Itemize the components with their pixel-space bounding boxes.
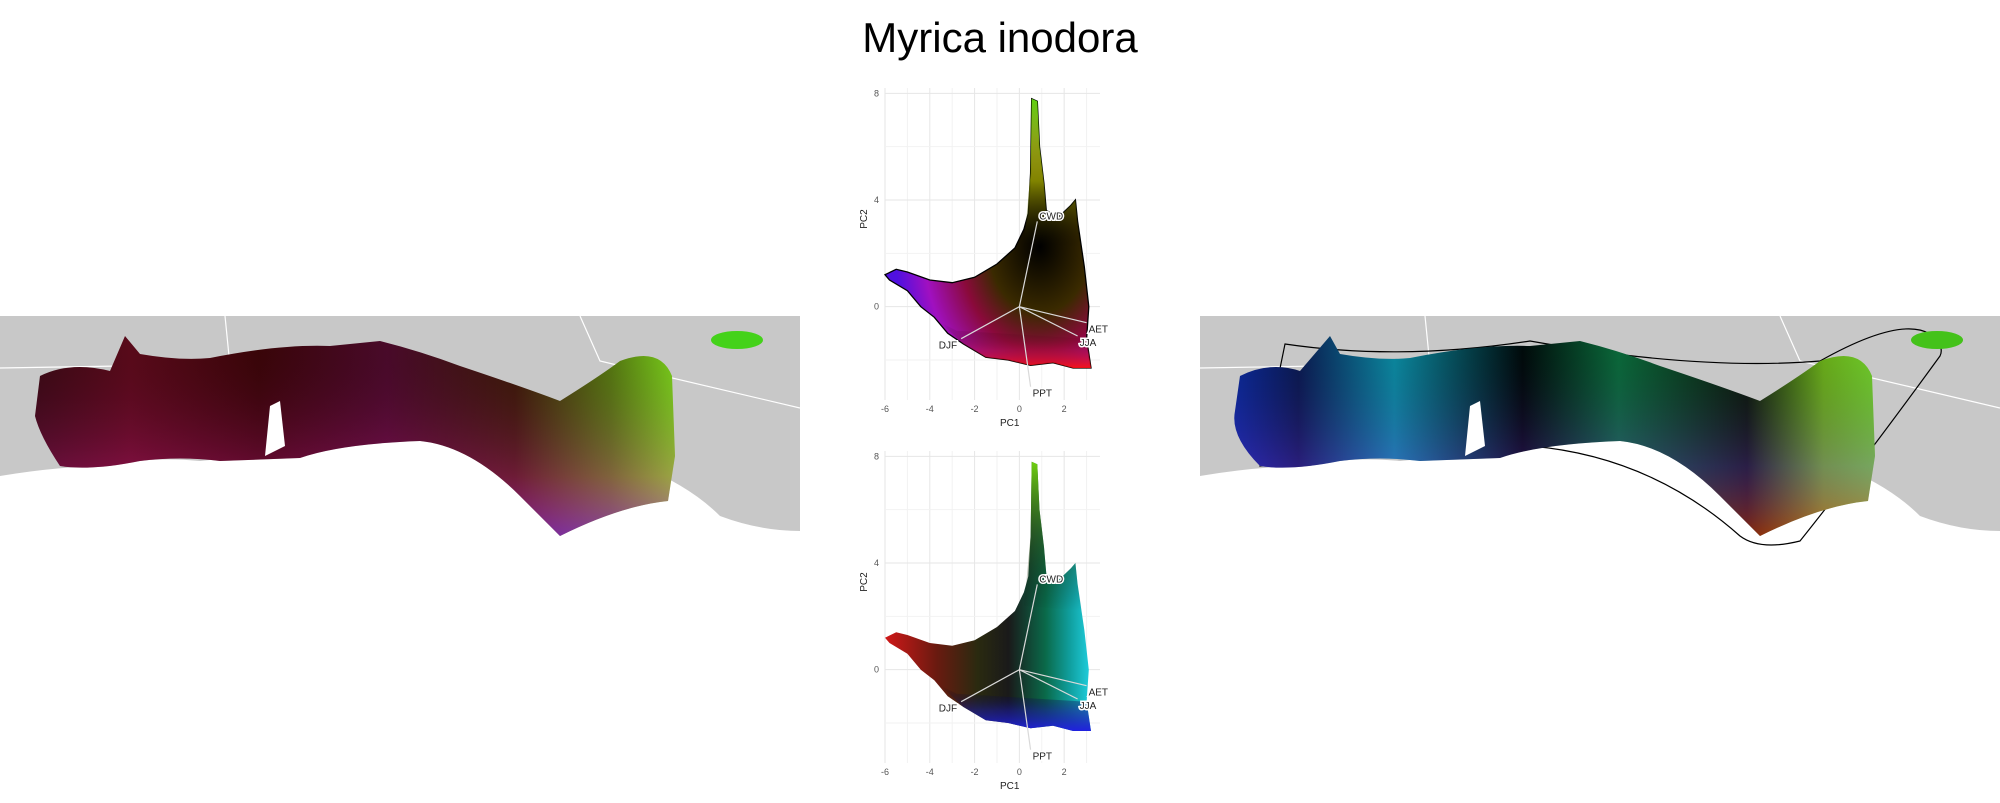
loading-vector-ppt bbox=[1018, 669, 1032, 750]
x-tick-label: -6 bbox=[881, 767, 889, 777]
loading-vector-djf bbox=[960, 669, 1020, 703]
pca-point-cloud-lower bbox=[941, 685, 1091, 731]
loading-vector-ppt bbox=[1018, 306, 1032, 387]
y-tick-label: 0 bbox=[874, 302, 879, 312]
vector-label-ppt: PPT bbox=[1033, 752, 1052, 763]
gulf-water bbox=[0, 435, 800, 556]
loading-vector-aet bbox=[1019, 669, 1087, 687]
vector-label-cwd: CWD bbox=[1039, 211, 1063, 222]
x-tick-label: 2 bbox=[1062, 404, 1067, 414]
disjunct-range bbox=[1911, 331, 1963, 349]
vector-label-aet: AET bbox=[1089, 688, 1108, 699]
species-range-shade bbox=[1234, 336, 1875, 536]
x-tick-label: 2 bbox=[1062, 767, 1067, 777]
x-axis-title: PC1 bbox=[1000, 418, 1020, 429]
x-tick-label: -2 bbox=[971, 767, 979, 777]
vector-label-aet: AET bbox=[1089, 325, 1108, 336]
y-tick-label: 8 bbox=[874, 88, 879, 98]
pca-point-cloud-lower bbox=[941, 322, 1091, 368]
loading-vector-jja bbox=[1019, 669, 1078, 700]
species-range-shade bbox=[35, 336, 675, 536]
pca-top-plot: CWD AET JJA DJF PPT -6 -4 -2 0 2 0 4 8 PC1 PC2 bbox=[859, 88, 1110, 429]
y-tick-label: 0 bbox=[874, 665, 879, 675]
y-tick-label: 8 bbox=[874, 451, 879, 461]
x-tick-label: -4 bbox=[926, 767, 934, 777]
x-tick-label: -6 bbox=[881, 404, 889, 414]
y-tick-label: 4 bbox=[874, 558, 879, 568]
x-tick-label: -4 bbox=[926, 404, 934, 414]
vector-label-cwd: CWD bbox=[1039, 574, 1063, 585]
bay-cutout bbox=[265, 401, 285, 456]
vector-label-jja: JJA bbox=[1080, 338, 1097, 349]
bay-cutout bbox=[1465, 401, 1485, 456]
y-tick-label: 4 bbox=[874, 195, 879, 205]
vector-label-ppt: PPT bbox=[1033, 389, 1052, 400]
vector-label-djf: DJF bbox=[939, 704, 957, 715]
pca-point-cloud-upper bbox=[1023, 98, 1083, 248]
loading-vector-jja bbox=[1019, 306, 1078, 337]
loading-vector-cwd bbox=[1018, 584, 1038, 670]
x-tick-label: 0 bbox=[1017, 767, 1022, 777]
loading-vector-djf bbox=[960, 306, 1020, 340]
x-tick-label: 0 bbox=[1017, 404, 1022, 414]
vector-label-djf: DJF bbox=[939, 341, 957, 352]
gulf-water bbox=[1200, 435, 2000, 556]
pca-top-panel: CWD AET JJA DJF PPT -6 -4 -2 0 2 0 4 8 PC1 PC2 bbox=[855, 80, 1155, 440]
x-axis-title: PC1 bbox=[1000, 781, 1020, 792]
left-map-svg bbox=[0, 316, 800, 556]
left-range-map bbox=[0, 316, 800, 556]
pca-bottom-plot: CWD AET JJA DJF PPT -6 -4 -2 0 2 0 4 8 PC1 PC2 bbox=[859, 451, 1110, 792]
vector-label-jja: JJA bbox=[1080, 701, 1097, 712]
loading-vector-aet bbox=[1019, 306, 1087, 324]
figure-title: Myrica inodora bbox=[862, 14, 1138, 61]
y-axis-title: PC2 bbox=[859, 572, 870, 592]
y-axis-title: PC2 bbox=[859, 209, 870, 229]
right-range-map bbox=[1200, 316, 2000, 556]
disjunct-range bbox=[711, 331, 763, 349]
right-map-svg bbox=[1200, 316, 2000, 556]
loading-vector-cwd bbox=[1018, 221, 1038, 307]
pca-bottom-panel: CWD AET JJA DJF PPT -6 -4 -2 0 2 0 4 8 PC1 PC2 bbox=[855, 443, 1155, 803]
pca-point-cloud-upper bbox=[1023, 461, 1083, 611]
x-tick-label: -2 bbox=[971, 404, 979, 414]
